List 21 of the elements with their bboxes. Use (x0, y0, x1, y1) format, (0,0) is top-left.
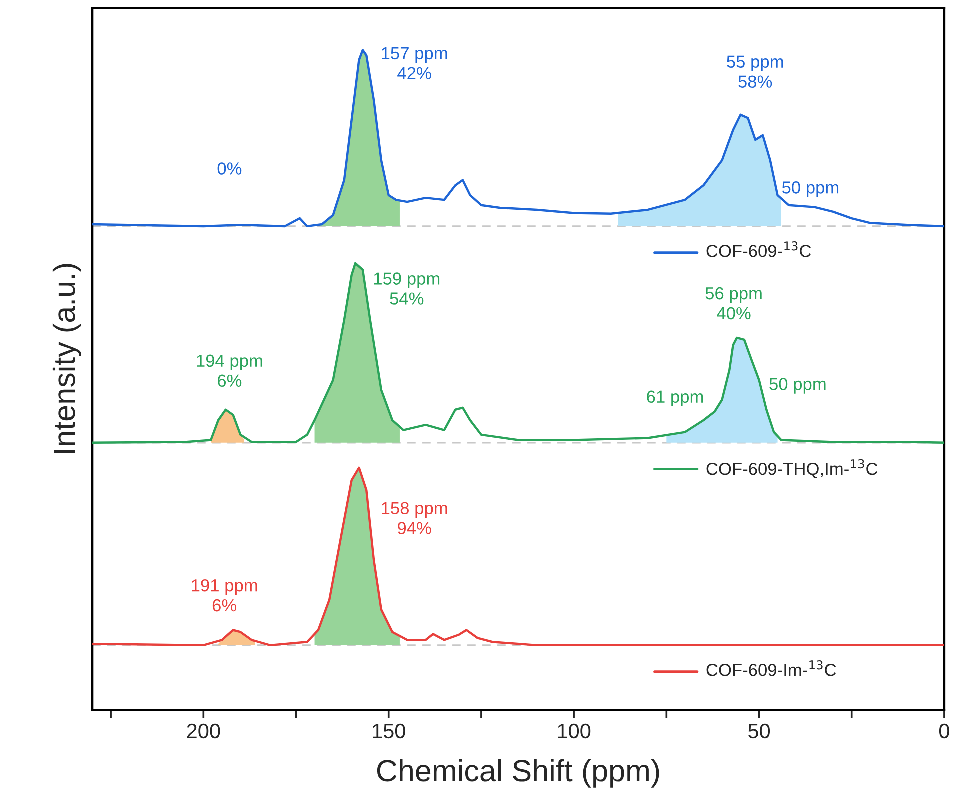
annotation: 158 ppm 94% (382, 502, 448, 534)
legend-label: COF-609-Im-$^{13}$C (706, 660, 836, 676)
annotation: 0% (218, 162, 242, 175)
x-tick-label: 100 (558, 724, 591, 739)
legend-label: COF-609-$^{13}$C (706, 242, 812, 258)
annotation: 194 ppm 6% (197, 354, 262, 388)
annotation: 56 ppm 40% (706, 287, 762, 320)
annotation: 159 ppm 54% (374, 272, 440, 305)
annotation: 61 ppm (647, 390, 704, 406)
annotation: 55 ppm 58% (727, 56, 784, 88)
annotation: 50 ppm (770, 378, 826, 394)
x-tick-label: 0 (939, 724, 950, 739)
legend-label: COF-609-THQ,Im-$^{13}$C (706, 459, 878, 478)
x-axis-title: Chemical Shift (ppm) (377, 759, 660, 788)
annotation: 50 ppm (782, 182, 839, 198)
x-tick-label: 50 (748, 724, 770, 739)
annotation: 191 ppm 6% (192, 579, 258, 612)
x-tick-label: 200 (187, 724, 220, 739)
annotation: 157 ppm 42% (382, 47, 448, 80)
y-axis-title: Intensity (a.u.) (52, 264, 82, 454)
x-tick-label: 150 (373, 724, 406, 739)
